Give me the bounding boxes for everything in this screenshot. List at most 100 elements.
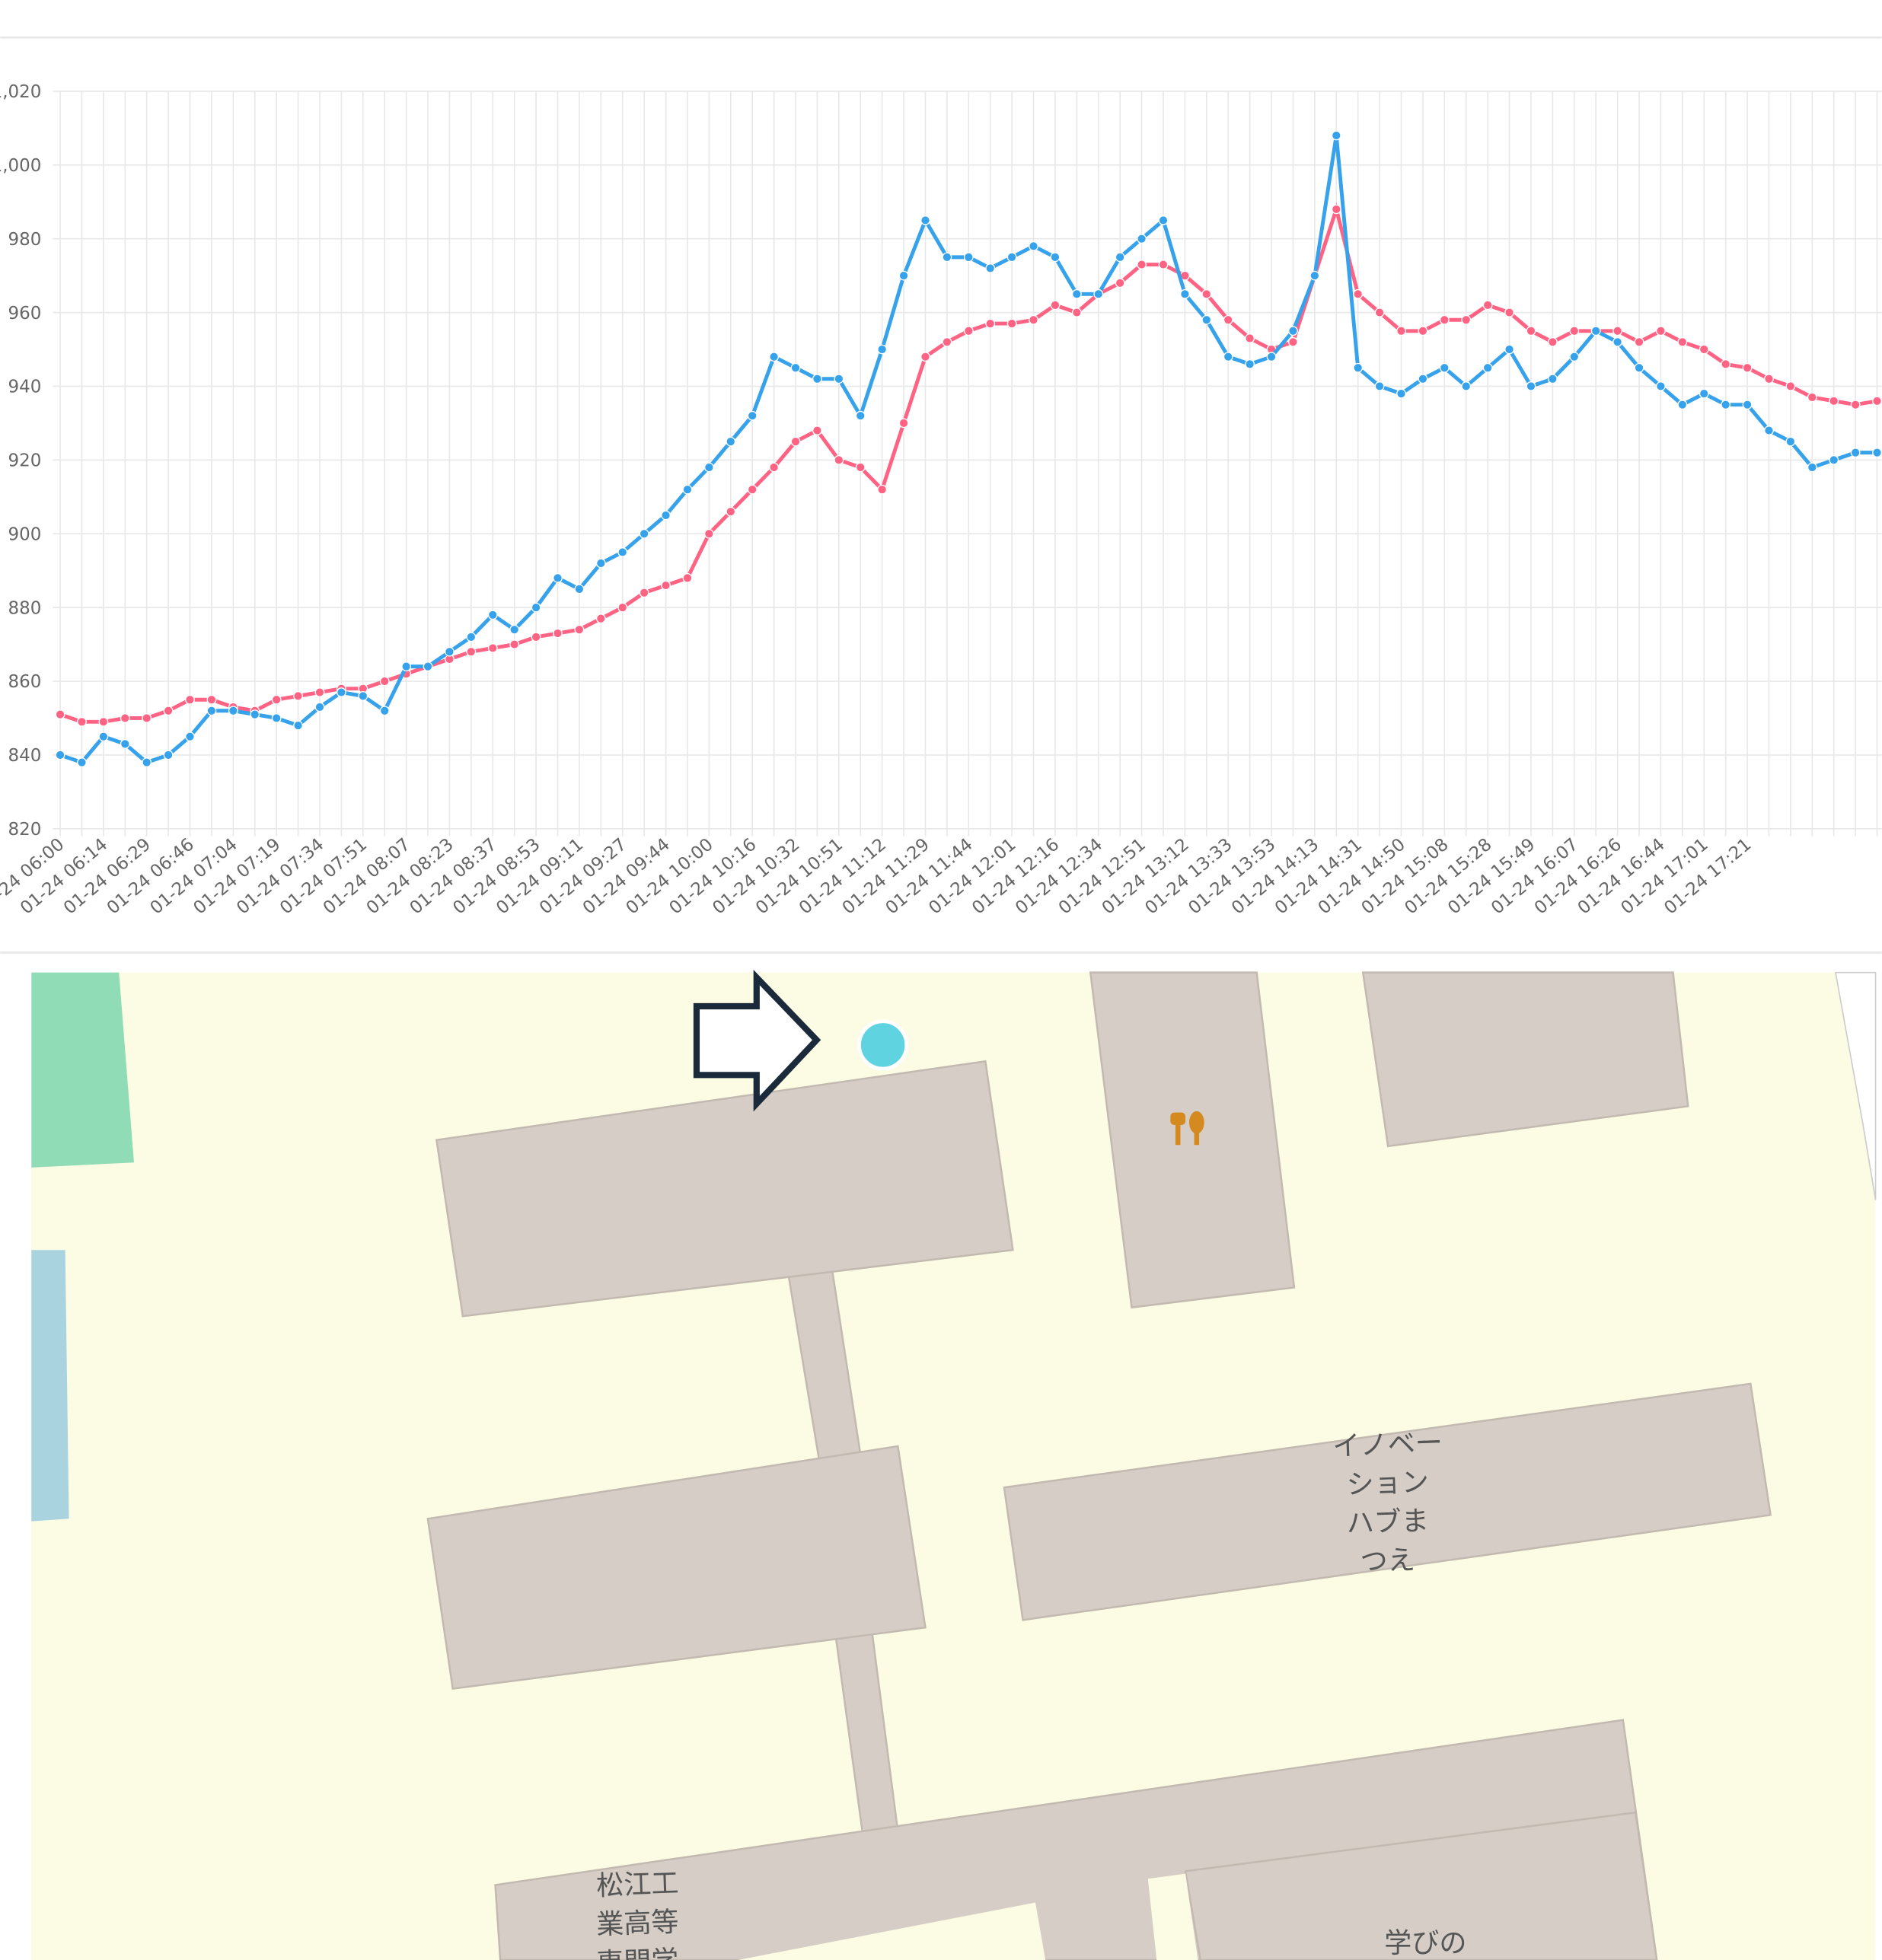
point <box>531 602 541 613</box>
point <box>206 706 217 716</box>
point <box>1677 400 1688 410</box>
point <box>1634 362 1644 373</box>
map: イノベーションハブまつえ松江工業高等専門学 学びの <box>31 970 1877 1960</box>
point <box>942 252 952 263</box>
point <box>1137 260 1147 269</box>
point <box>1612 326 1623 336</box>
point <box>1590 326 1601 336</box>
point <box>379 676 390 687</box>
point <box>1829 396 1839 406</box>
park <box>31 972 134 1168</box>
point <box>790 436 801 447</box>
point <box>942 336 952 347</box>
point <box>509 639 520 649</box>
point <box>1374 308 1385 317</box>
point <box>877 344 888 355</box>
point <box>466 632 477 642</box>
point <box>1331 204 1341 215</box>
point <box>574 584 585 594</box>
point <box>639 588 649 598</box>
point <box>1785 381 1796 391</box>
point <box>574 624 585 635</box>
water <box>31 1250 69 1522</box>
y-tick-label: 960 <box>8 304 42 323</box>
point <box>1569 326 1580 336</box>
point <box>1742 400 1753 410</box>
point <box>661 510 671 521</box>
point <box>703 462 714 473</box>
point <box>790 362 801 373</box>
point <box>1158 215 1169 225</box>
point <box>1526 381 1536 391</box>
point <box>963 252 974 263</box>
point <box>1029 241 1038 251</box>
point <box>726 506 736 517</box>
point <box>163 706 174 716</box>
point <box>1547 336 1558 347</box>
point <box>1374 381 1385 391</box>
point <box>358 690 368 701</box>
point <box>1158 260 1169 269</box>
point <box>855 462 866 473</box>
point <box>1721 359 1731 369</box>
point <box>1807 462 1817 473</box>
point <box>726 436 736 447</box>
point <box>120 713 130 723</box>
point <box>1872 396 1882 406</box>
point <box>120 738 130 749</box>
point <box>1742 362 1753 373</box>
point <box>1526 326 1536 336</box>
y-tick-label: 860 <box>8 672 42 692</box>
building <box>1089 971 1296 1309</box>
point <box>1201 314 1212 325</box>
point <box>1288 326 1298 336</box>
point <box>1850 400 1861 410</box>
point <box>855 410 866 421</box>
point <box>293 690 303 701</box>
point <box>487 643 498 653</box>
point <box>1331 130 1341 141</box>
y-tick-label: 1,020 <box>0 82 41 102</box>
point <box>1569 352 1580 362</box>
map-label: 松江工 <box>595 1866 679 1902</box>
location-dot <box>856 1019 909 1071</box>
point <box>1547 374 1558 384</box>
y-tick-label: 820 <box>8 820 42 840</box>
point <box>1093 288 1104 299</box>
point <box>77 716 87 727</box>
point <box>1482 362 1493 373</box>
point <box>55 750 65 760</box>
point <box>1245 333 1255 343</box>
point <box>1656 381 1666 391</box>
point <box>1396 326 1406 336</box>
chart: 8208408608809009209409609801,0001,02001-… <box>0 82 1882 919</box>
point <box>487 610 498 620</box>
point <box>877 484 888 495</box>
point <box>1353 362 1364 373</box>
point <box>769 462 780 473</box>
point <box>1656 326 1666 336</box>
building <box>426 1445 927 1691</box>
point <box>1807 392 1817 403</box>
point <box>531 632 541 642</box>
building <box>1003 1382 1772 1621</box>
y-tick-label: 1,000 <box>0 156 41 176</box>
point <box>617 602 628 613</box>
point <box>769 352 780 362</box>
point <box>1309 270 1320 281</box>
point <box>250 709 260 720</box>
point <box>617 547 628 557</box>
courtyard <box>738 1902 1046 1960</box>
point <box>553 572 563 583</box>
point <box>379 706 390 716</box>
point <box>1115 252 1125 263</box>
point <box>1179 288 1190 299</box>
map-label: 業高等 <box>595 1905 679 1941</box>
point <box>1029 314 1038 325</box>
point <box>1439 362 1450 373</box>
point <box>834 374 844 384</box>
point <box>1764 425 1774 435</box>
point <box>1764 374 1774 384</box>
